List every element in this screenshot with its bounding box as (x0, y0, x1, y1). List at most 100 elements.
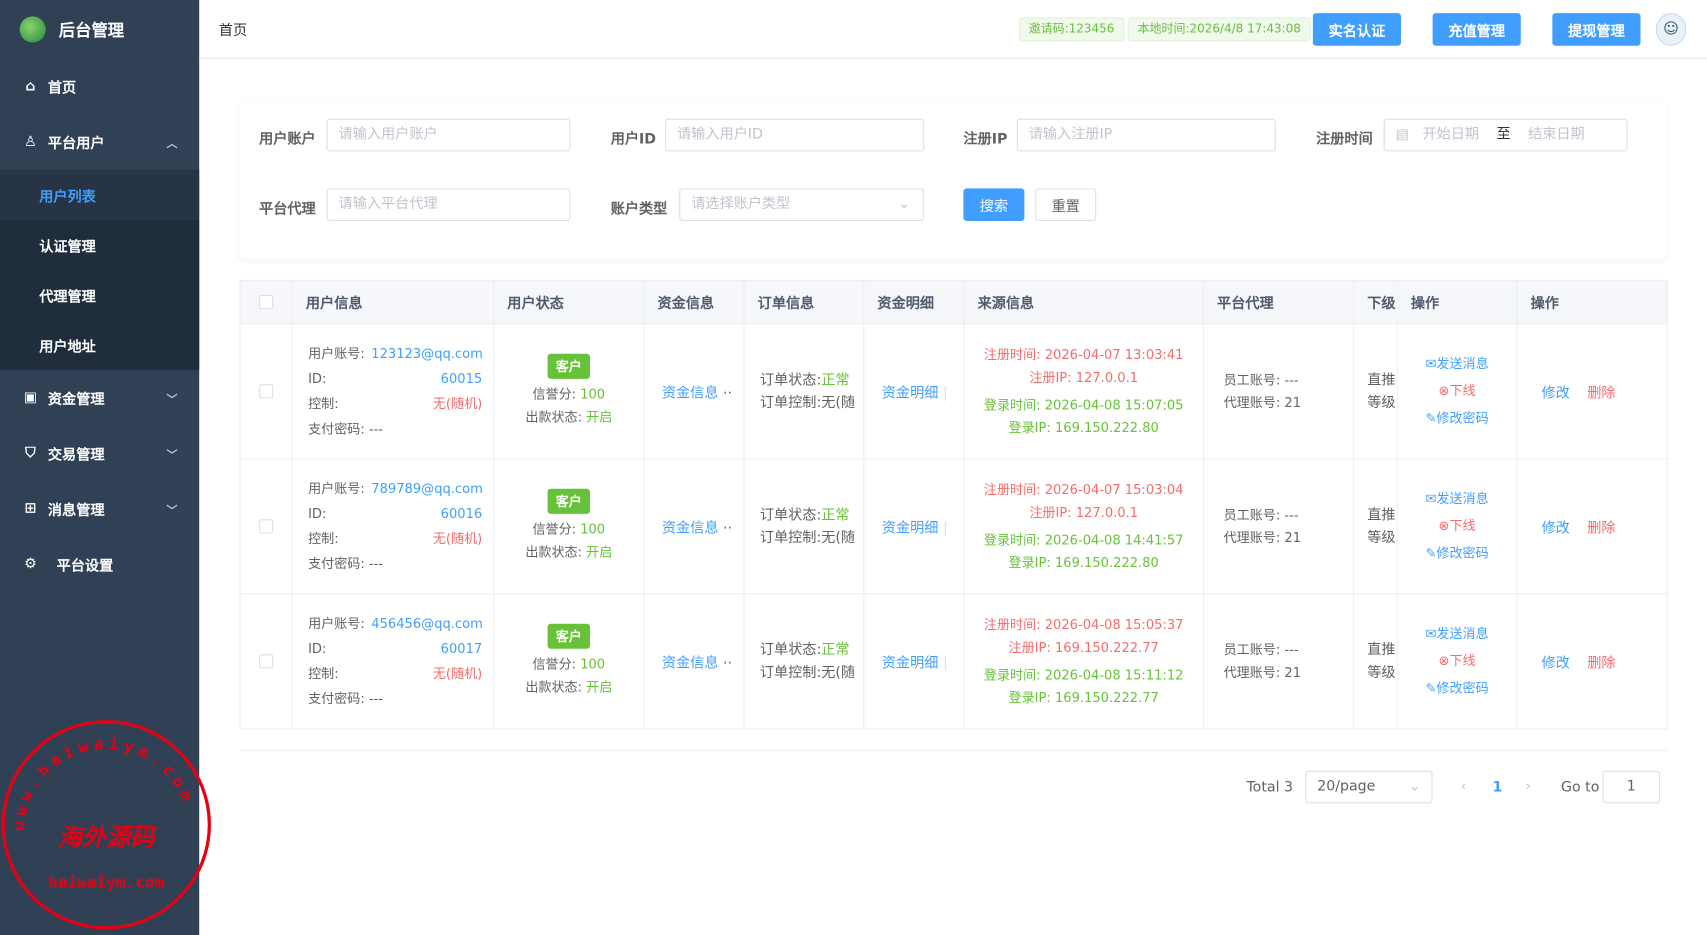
order-control: 订单控制:无(随 (759, 394, 856, 411)
row-checkbox[interactable] (259, 384, 274, 399)
change-password-button[interactable]: ✎修改密码 (1398, 407, 1516, 430)
pay-password: 支付密码: --- (308, 420, 384, 436)
delete-button[interactable]: 删除 (1587, 655, 1616, 672)
staff-account: 员工账号: --- (1223, 506, 1299, 522)
sidebar-item-home[interactable]: ⌂ 首页 (0, 59, 199, 115)
user-account-link[interactable]: 789789@qq.com (371, 480, 483, 496)
sidebar-item-funds[interactable]: ▣ 资金管理 ﹀ (0, 370, 199, 426)
account-type-select[interactable]: 请选择账户类型 ⌄ (679, 188, 925, 221)
user-id: 60017 (440, 640, 483, 656)
control-label: 控制: (308, 395, 339, 411)
sidebar-item-trade[interactable]: ⛉ 交易管理 ﹀ (0, 426, 199, 482)
uid-input[interactable]: 请输入用户ID (665, 118, 925, 152)
withdraw-label: 出款状态: (525, 409, 587, 425)
edit-button[interactable]: 修改 (1541, 520, 1570, 537)
search-button[interactable]: 搜索 (963, 188, 1025, 221)
reg-time: 2026-04-08 15:05:37 (1044, 616, 1184, 632)
agent-input[interactable]: 请输入平台代理 (326, 188, 571, 221)
edit-button[interactable]: 修改 (1541, 655, 1570, 672)
subordinate-level: 等级 (1367, 529, 1396, 546)
more-icon: ·· (723, 385, 732, 402)
page-size-select[interactable]: 20/page ⌄ (1305, 770, 1433, 804)
reg-ip-label: 注册IP: (1029, 504, 1076, 520)
offline-button[interactable]: ⊗下线 (1398, 650, 1516, 673)
login-time: 2026-04-08 15:07:05 (1044, 396, 1184, 413)
row-checkbox[interactable] (259, 519, 274, 534)
order-status-value: 正常 (821, 641, 850, 659)
row-checkbox[interactable] (259, 654, 274, 669)
fund-info-link[interactable]: 资金信息 (661, 520, 719, 537)
app-logo: 后台管理 (0, 0, 199, 59)
agent-account: 代理账号: 21 (1223, 394, 1302, 410)
reset-button[interactable]: 重置 (1035, 188, 1097, 221)
sidebar-item-messages[interactable]: ⊞ 消息管理 ﹀ (0, 481, 199, 537)
change-password-button[interactable]: ✎修改密码 (1398, 542, 1516, 565)
agent-label: 平台代理 (259, 201, 316, 218)
recharge-button[interactable]: 充值管理 (1432, 13, 1521, 46)
watermark-text: 海外源码 (58, 823, 156, 852)
fund-info-link[interactable]: 资金信息 (661, 385, 719, 402)
agent-account: 代理账号: 21 (1223, 664, 1302, 680)
offline-button[interactable]: ⊗下线 (1398, 380, 1516, 403)
control-label: 控制: (308, 665, 339, 681)
user-account-link[interactable]: 456456@qq.com (371, 615, 483, 631)
withdraw-button[interactable]: 提现管理 (1552, 13, 1641, 46)
order-status-label: 订单状态: (759, 506, 822, 524)
credit-value: 100 (580, 656, 606, 672)
fund-detail-link[interactable]: 资金明细 (881, 520, 939, 537)
col-actions-2: 操作 (1516, 279, 1668, 325)
next-page-button[interactable]: › (1525, 778, 1531, 795)
account-input[interactable]: 请输入用户账户 (326, 118, 571, 152)
more-icon: ·· (723, 655, 732, 672)
edit-button[interactable]: 修改 (1541, 385, 1570, 402)
send-message-button[interactable]: ✉发送消息 (1398, 623, 1516, 646)
change-password-button[interactable]: ✎修改密码 (1398, 677, 1516, 700)
user-account-link[interactable]: 123123@qq.com (371, 345, 483, 361)
delete-button[interactable]: 删除 (1587, 520, 1616, 537)
goto-page-input[interactable]: 1 (1602, 770, 1661, 804)
sidebar-item-user-list[interactable]: 用户列表 (0, 169, 200, 220)
account-label: 用户账号: (308, 480, 365, 496)
sidebar-item-agent[interactable]: 代理管理 (0, 269, 200, 321)
calendar-icon: ▤ (1395, 126, 1409, 143)
sidebar: 后台管理 ⌂ 首页 ♙ 平台用户 ︿ 用户列表 认证管理 代理管理 用户地址 ▣ 资金管… (0, 0, 200, 935)
order-status-value: 正常 (821, 371, 850, 389)
ip-input[interactable]: 请输入注册IP (1016, 118, 1276, 152)
edit-icon: ✎ (1425, 410, 1437, 426)
page-1-button[interactable]: 1 (1492, 779, 1503, 796)
delete-button[interactable]: 删除 (1587, 385, 1616, 402)
sidebar-item-platform-users[interactable]: ♙ 平台用户 ︿ (0, 114, 199, 170)
gear-icon: ⚙ (24, 556, 37, 573)
sidebar-item-address[interactable]: 用户地址 (0, 320, 200, 371)
table-row: 用户账号: 123123@qq.com ID: 60015 控制: 无(随机) 支付密… (239, 323, 1668, 460)
fund-info-link[interactable]: 资金信息 (661, 655, 719, 672)
user-id: 60015 (440, 370, 483, 386)
offline-label: 下线 (1449, 383, 1476, 399)
offline-button[interactable]: ⊗下线 (1398, 515, 1516, 538)
breadcrumb[interactable]: 首页 (218, 22, 248, 40)
select-all-checkbox[interactable] (259, 295, 274, 310)
prev-page-button[interactable]: ‹ (1460, 778, 1467, 795)
offline-label: 下线 (1449, 518, 1476, 534)
real-name-auth-button[interactable]: 实名认证 (1312, 13, 1402, 46)
col-actions: 操作 (1396, 279, 1518, 325)
sidebar-item-auth[interactable]: 认证管理 (0, 219, 200, 270)
col-fund-info: 资金信息 (643, 279, 745, 325)
send-message-button[interactable]: ✉发送消息 (1398, 488, 1516, 511)
edit-icon: ✎ (1425, 545, 1437, 561)
fund-detail-link[interactable]: 资金明细 (881, 385, 939, 402)
avatar[interactable]: ☺ (1655, 13, 1687, 46)
home-icon: ⌂ (25, 78, 36, 95)
login-ip-label: 登录IP: (1008, 689, 1055, 705)
id-label: ID: (308, 370, 327, 386)
send-message-button[interactable]: ✉发送消息 (1398, 353, 1516, 376)
withdraw-label: 出款状态: (525, 679, 587, 695)
col-source-info: 来源信息 (963, 279, 1204, 325)
reg-ip: 127.0.0.1 (1075, 504, 1139, 520)
bag-icon: ⛉ (25, 445, 36, 462)
fund-detail-link[interactable]: 资金明细 (881, 655, 939, 672)
date-range-picker[interactable]: ▤ 开始日期至结束日期 (1383, 118, 1628, 152)
close-circle-icon: ⊗ (1438, 518, 1450, 534)
change-password-label: 修改密码 (1436, 410, 1489, 426)
sidebar-item-settings[interactable]: ⚙ 平台设置 (0, 537, 199, 593)
